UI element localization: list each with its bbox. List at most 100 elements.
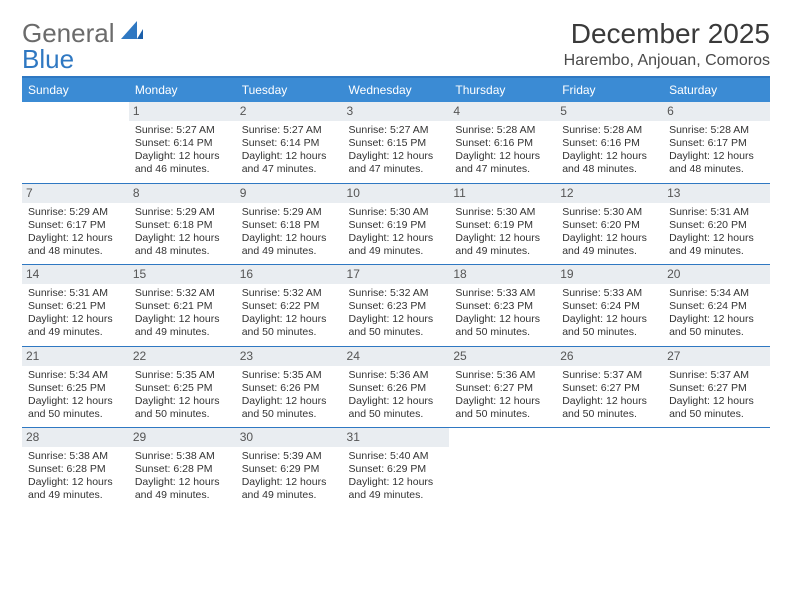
cell-line: Daylight: 12 hours and 48 minutes.: [135, 232, 230, 258]
cell-line: Sunrise: 5:28 AM: [455, 124, 550, 137]
calendar-row: 28Sunrise: 5:38 AMSunset: 6:28 PMDayligh…: [22, 428, 770, 509]
calendar-row: 7Sunrise: 5:29 AMSunset: 6:17 PMDaylight…: [22, 183, 770, 265]
calendar-cell: 11Sunrise: 5:30 AMSunset: 6:19 PMDayligh…: [449, 183, 556, 265]
day-number: 3: [343, 102, 450, 121]
day-number: 29: [129, 428, 236, 447]
cell-line: Daylight: 12 hours and 48 minutes.: [562, 150, 657, 176]
calendar-cell: 23Sunrise: 5:35 AMSunset: 6:26 PMDayligh…: [236, 346, 343, 428]
calendar-cell: 22Sunrise: 5:35 AMSunset: 6:25 PMDayligh…: [129, 346, 236, 428]
cell-line: Sunset: 6:16 PM: [562, 137, 657, 150]
cell-line: Sunrise: 5:31 AM: [669, 206, 764, 219]
cell-line: Sunset: 6:26 PM: [242, 382, 337, 395]
day-number: 18: [449, 265, 556, 284]
cell-line: Sunrise: 5:31 AM: [28, 287, 123, 300]
cell-line: Sunrise: 5:29 AM: [135, 206, 230, 219]
day-number: 15: [129, 265, 236, 284]
logo-sail-icon: [121, 21, 143, 46]
calendar-cell: 8Sunrise: 5:29 AMSunset: 6:18 PMDaylight…: [129, 183, 236, 265]
day-number: 14: [22, 265, 129, 284]
cell-line: Sunset: 6:16 PM: [455, 137, 550, 150]
calendar-cell: [449, 428, 556, 509]
cell-line: Sunset: 6:26 PM: [349, 382, 444, 395]
cell-line: Sunset: 6:28 PM: [28, 463, 123, 476]
cell-line: Sunset: 6:18 PM: [242, 219, 337, 232]
calendar-cell: 25Sunrise: 5:36 AMSunset: 6:27 PMDayligh…: [449, 346, 556, 428]
calendar-cell: [556, 428, 663, 509]
cell-line: Daylight: 12 hours and 47 minutes.: [455, 150, 550, 176]
cell-line: Sunset: 6:29 PM: [349, 463, 444, 476]
cell-line: Sunrise: 5:29 AM: [242, 206, 337, 219]
calendar-cell: 27Sunrise: 5:37 AMSunset: 6:27 PMDayligh…: [663, 346, 770, 428]
calendar-cell: 16Sunrise: 5:32 AMSunset: 6:22 PMDayligh…: [236, 265, 343, 347]
title-block: December 2025 Harembo, Anjouan, Comoros: [564, 18, 770, 70]
cell-line: Sunset: 6:27 PM: [669, 382, 764, 395]
calendar-cell: 12Sunrise: 5:30 AMSunset: 6:20 PMDayligh…: [556, 183, 663, 265]
day-number: 2: [236, 102, 343, 121]
cell-line: Sunrise: 5:32 AM: [135, 287, 230, 300]
calendar-cell: 28Sunrise: 5:38 AMSunset: 6:28 PMDayligh…: [22, 428, 129, 509]
calendar-cell: 26Sunrise: 5:37 AMSunset: 6:27 PMDayligh…: [556, 346, 663, 428]
cell-line: Sunrise: 5:35 AM: [242, 369, 337, 382]
cell-line: Sunrise: 5:27 AM: [242, 124, 337, 137]
cell-line: Sunrise: 5:33 AM: [455, 287, 550, 300]
day-number: 21: [22, 347, 129, 366]
cell-line: Daylight: 12 hours and 50 minutes.: [242, 313, 337, 339]
cell-line: Sunrise: 5:39 AM: [242, 450, 337, 463]
dow-header: Monday: [129, 77, 236, 102]
cell-line: Daylight: 12 hours and 49 minutes.: [135, 476, 230, 502]
calendar-cell: 7Sunrise: 5:29 AMSunset: 6:17 PMDaylight…: [22, 183, 129, 265]
cell-line: Sunset: 6:29 PM: [242, 463, 337, 476]
day-number: 22: [129, 347, 236, 366]
calendar-cell: 18Sunrise: 5:33 AMSunset: 6:23 PMDayligh…: [449, 265, 556, 347]
dow-header: Friday: [556, 77, 663, 102]
cell-line: Daylight: 12 hours and 47 minutes.: [242, 150, 337, 176]
day-number: [556, 428, 663, 447]
calendar-cell: 20Sunrise: 5:34 AMSunset: 6:24 PMDayligh…: [663, 265, 770, 347]
day-number: 11: [449, 184, 556, 203]
cell-line: Daylight: 12 hours and 46 minutes.: [135, 150, 230, 176]
cell-line: Sunset: 6:21 PM: [28, 300, 123, 313]
month-title: December 2025: [564, 18, 770, 50]
cell-line: Sunset: 6:22 PM: [242, 300, 337, 313]
day-number: 16: [236, 265, 343, 284]
header: General December 2025 Harembo, Anjouan, …: [22, 18, 770, 70]
logo-blue-wrap: Blue: [22, 44, 74, 75]
calendar-cell: 10Sunrise: 5:30 AMSunset: 6:19 PMDayligh…: [343, 183, 450, 265]
cell-line: Daylight: 12 hours and 50 minutes.: [455, 395, 550, 421]
cell-line: Daylight: 12 hours and 48 minutes.: [669, 150, 764, 176]
cell-line: Sunset: 6:23 PM: [455, 300, 550, 313]
cell-line: Daylight: 12 hours and 47 minutes.: [349, 150, 444, 176]
day-number: 13: [663, 184, 770, 203]
cell-line: Sunset: 6:20 PM: [669, 219, 764, 232]
cell-line: Daylight: 12 hours and 49 minutes.: [242, 476, 337, 502]
location-label: Harembo, Anjouan, Comoros: [564, 52, 770, 70]
calendar-head: SundayMondayTuesdayWednesdayThursdayFrid…: [22, 77, 770, 102]
cell-line: Sunrise: 5:34 AM: [669, 287, 764, 300]
calendar-cell: 17Sunrise: 5:32 AMSunset: 6:23 PMDayligh…: [343, 265, 450, 347]
cell-line: Daylight: 12 hours and 50 minutes.: [349, 313, 444, 339]
calendar-cell: 21Sunrise: 5:34 AMSunset: 6:25 PMDayligh…: [22, 346, 129, 428]
calendar-cell: 29Sunrise: 5:38 AMSunset: 6:28 PMDayligh…: [129, 428, 236, 509]
day-number: 8: [129, 184, 236, 203]
cell-line: Sunset: 6:17 PM: [28, 219, 123, 232]
cell-line: Daylight: 12 hours and 49 minutes.: [28, 476, 123, 502]
calendar-cell: 30Sunrise: 5:39 AMSunset: 6:29 PMDayligh…: [236, 428, 343, 509]
cell-line: Sunrise: 5:33 AM: [562, 287, 657, 300]
cell-line: Daylight: 12 hours and 49 minutes.: [135, 313, 230, 339]
day-number: [22, 102, 129, 121]
calendar-table: SundayMondayTuesdayWednesdayThursdayFrid…: [22, 76, 770, 509]
day-number: 1: [129, 102, 236, 121]
cell-line: Daylight: 12 hours and 50 minutes.: [669, 395, 764, 421]
day-number: 23: [236, 347, 343, 366]
dow-header: Sunday: [22, 77, 129, 102]
cell-line: Sunrise: 5:36 AM: [349, 369, 444, 382]
cell-line: Sunrise: 5:36 AM: [455, 369, 550, 382]
calendar-cell: 24Sunrise: 5:36 AMSunset: 6:26 PMDayligh…: [343, 346, 450, 428]
cell-line: Daylight: 12 hours and 50 minutes.: [349, 395, 444, 421]
cell-line: Sunrise: 5:27 AM: [135, 124, 230, 137]
cell-line: Sunset: 6:17 PM: [669, 137, 764, 150]
cell-line: Sunset: 6:19 PM: [455, 219, 550, 232]
cell-line: Sunrise: 5:29 AM: [28, 206, 123, 219]
cell-line: Daylight: 12 hours and 50 minutes.: [669, 313, 764, 339]
cell-line: Daylight: 12 hours and 48 minutes.: [28, 232, 123, 258]
